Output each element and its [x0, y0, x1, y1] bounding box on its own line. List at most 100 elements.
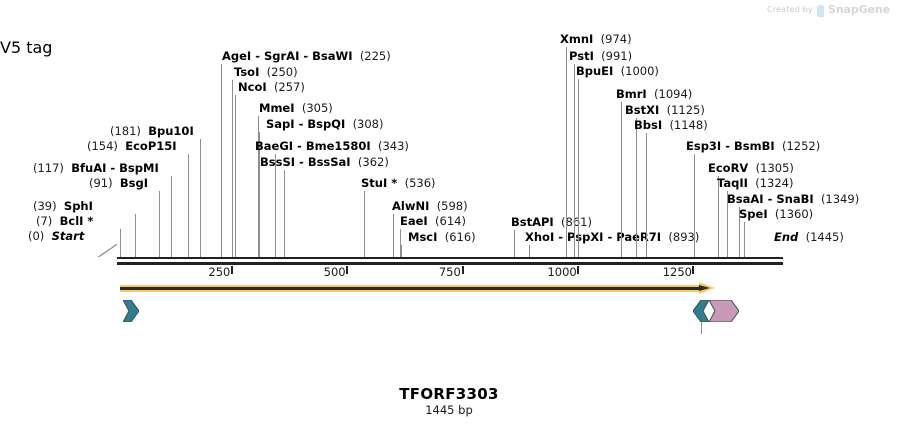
restriction-site-label[interactable]: (181) Bpu10I [110, 125, 194, 137]
restriction-site-label[interactable]: BaeGI - Bme1580I (343) [255, 140, 409, 152]
enzyme-name: BsmBI [734, 139, 775, 153]
orf-arrow[interactable] [120, 282, 715, 294]
restriction-site-label[interactable]: End (1445) [774, 231, 844, 243]
site-leader-line [257, 116, 259, 257]
site-leader-line [392, 214, 394, 257]
site-leader-line [120, 229, 122, 257]
site-leader-line [577, 79, 579, 257]
restriction-site-label[interactable]: XhoI - PspXI - PaeR7I (893) [525, 231, 699, 243]
name-separator: - [554, 230, 568, 244]
restriction-site-label[interactable]: StuI * (536) [361, 177, 436, 189]
feature-arrow-shape [692, 299, 710, 323]
site-leader-line [565, 47, 567, 257]
restriction-site-label[interactable]: TsoI (250) [234, 66, 298, 78]
snapgene-watermark: Created by SnapGene [766, 3, 890, 17]
restriction-site-label[interactable]: BpuEI (1000) [576, 65, 659, 77]
ruler-tick [231, 266, 234, 274]
ruler-tick [576, 266, 579, 274]
site-position: (1445) [805, 230, 844, 244]
site-position: (1305) [755, 161, 794, 175]
site-position: (1000) [620, 64, 659, 78]
feature-attb1[interactable] [122, 299, 140, 323]
feature-v5-tag[interactable] [708, 299, 740, 323]
restriction-site-label-stack: (0) Start (7) BclI * (39) SphI (91) BsgI (11… [28, 33, 859, 257]
restriction-site-label[interactable]: EcoRV (1305) [708, 162, 794, 174]
site-position: (117) [33, 161, 64, 175]
enzyme-name: BfuAI [71, 161, 107, 175]
restriction-site-label[interactable]: PstI (991) [569, 50, 632, 62]
site-position: (181) [110, 124, 141, 138]
restriction-site-label[interactable]: BsaAI - SnaBI (1349) [727, 193, 859, 205]
enzyme-name: BstXI [625, 103, 660, 117]
enzyme-name: PstI [569, 49, 594, 63]
restriction-site-label[interactable]: AlwNI (598) [392, 200, 468, 212]
feature-attb2[interactable] [692, 299, 710, 323]
restriction-site-label[interactable]: BbsI (1148) [634, 119, 708, 131]
page-title: TFORF3303 [399, 385, 499, 403]
site-position: (39) [33, 199, 57, 213]
site-position: (7) [36, 214, 53, 228]
site-leader-line [283, 170, 285, 257]
enzyme-name: EcoP15I [125, 139, 177, 153]
site-leader-line [694, 154, 696, 257]
ruler-tick-label: 750 [438, 265, 461, 279]
site-position: (1349) [820, 192, 860, 206]
site-position: (616) [444, 230, 476, 244]
feature-leader-attb2 [701, 322, 702, 334]
restriction-site-label[interactable]: (117) BfuAI - BspMI [33, 162, 159, 174]
enzyme-name: BspQI [307, 117, 346, 131]
enzyme-name: NcoI [238, 80, 267, 94]
restriction-site-label[interactable]: TaqII (1324) [717, 177, 793, 189]
feature-label-attb2: attB2 [0, 19, 449, 38]
site-leader-line [364, 191, 366, 257]
restriction-site-label[interactable]: SapI - BspQI (308) [266, 118, 384, 130]
name-separator: - [763, 192, 777, 206]
enzyme-name: SgrAI [264, 49, 300, 63]
site-leader-line [200, 139, 202, 257]
site-leader-line [399, 229, 401, 257]
name-separator: - [603, 230, 617, 244]
restriction-site-label[interactable]: XmnI (974) [560, 33, 632, 45]
name-separator: - [293, 139, 306, 153]
name-separator: - [294, 117, 308, 131]
restriction-site-label[interactable]: BssSI - BssSaI (362) [260, 156, 389, 168]
site-position: (861) [561, 215, 592, 229]
enzyme-name: StuI * [361, 176, 398, 190]
restriction-site-label[interactable]: AgeI - SgrAI - BsaWI (225) [222, 50, 391, 62]
restriction-site-label[interactable]: (154) EcoP15I [87, 140, 177, 152]
restriction-site-label[interactable]: (7) BclI * [36, 215, 93, 227]
site-position: (974) [600, 32, 632, 46]
feature-label-v5-tag: V5 tag [0, 38, 53, 57]
restriction-site-label[interactable]: Esp3I - BsmBI (1252) [686, 140, 820, 152]
enzyme-name: Esp3I [686, 139, 722, 153]
watermark-prefix: Created by [766, 5, 813, 14]
enzyme-name: Start [51, 229, 85, 243]
restriction-site-label[interactable]: BstAPI (861) [511, 216, 592, 228]
enzyme-name: Bpu10I [148, 124, 194, 138]
restriction-site-label[interactable]: (0) Start [28, 230, 84, 242]
site-position: (1148) [669, 118, 708, 132]
restriction-site-label[interactable]: EaeI (614) [400, 215, 466, 227]
enzyme-name: AlwNI [392, 199, 430, 213]
enzyme-name: SphI [63, 199, 93, 213]
restriction-site-label[interactable]: BstXI (1125) [625, 104, 705, 116]
enzyme-name: BbsI [634, 118, 663, 132]
site-leader-line [158, 191, 160, 257]
restriction-site-label[interactable]: (91) BsgI [89, 177, 148, 189]
restriction-site-label[interactable]: BmrI (1094) [616, 88, 692, 100]
site-position: (225) [359, 49, 391, 63]
restriction-site-label[interactable]: MscI (616) [408, 231, 476, 243]
restriction-site-label[interactable]: NcoI (257) [238, 81, 305, 93]
site-position: (250) [266, 65, 298, 79]
restriction-site-label[interactable]: SpeI (1360) [739, 208, 813, 220]
restriction-site-label[interactable]: (39) SphI [33, 200, 93, 212]
enzyme-name: SnaBI [776, 192, 814, 206]
enzyme-name: TsoI [234, 65, 260, 79]
site-position: (308) [352, 117, 384, 131]
site-leader-line [573, 64, 575, 257]
site-position: (1360) [774, 207, 814, 221]
site-leader-line [170, 176, 172, 257]
feature-track: attB1attB2V5 tag [0, 0, 898, 334]
site-leader-line [235, 95, 237, 257]
restriction-site-label[interactable]: MmeI (305) [259, 102, 333, 114]
